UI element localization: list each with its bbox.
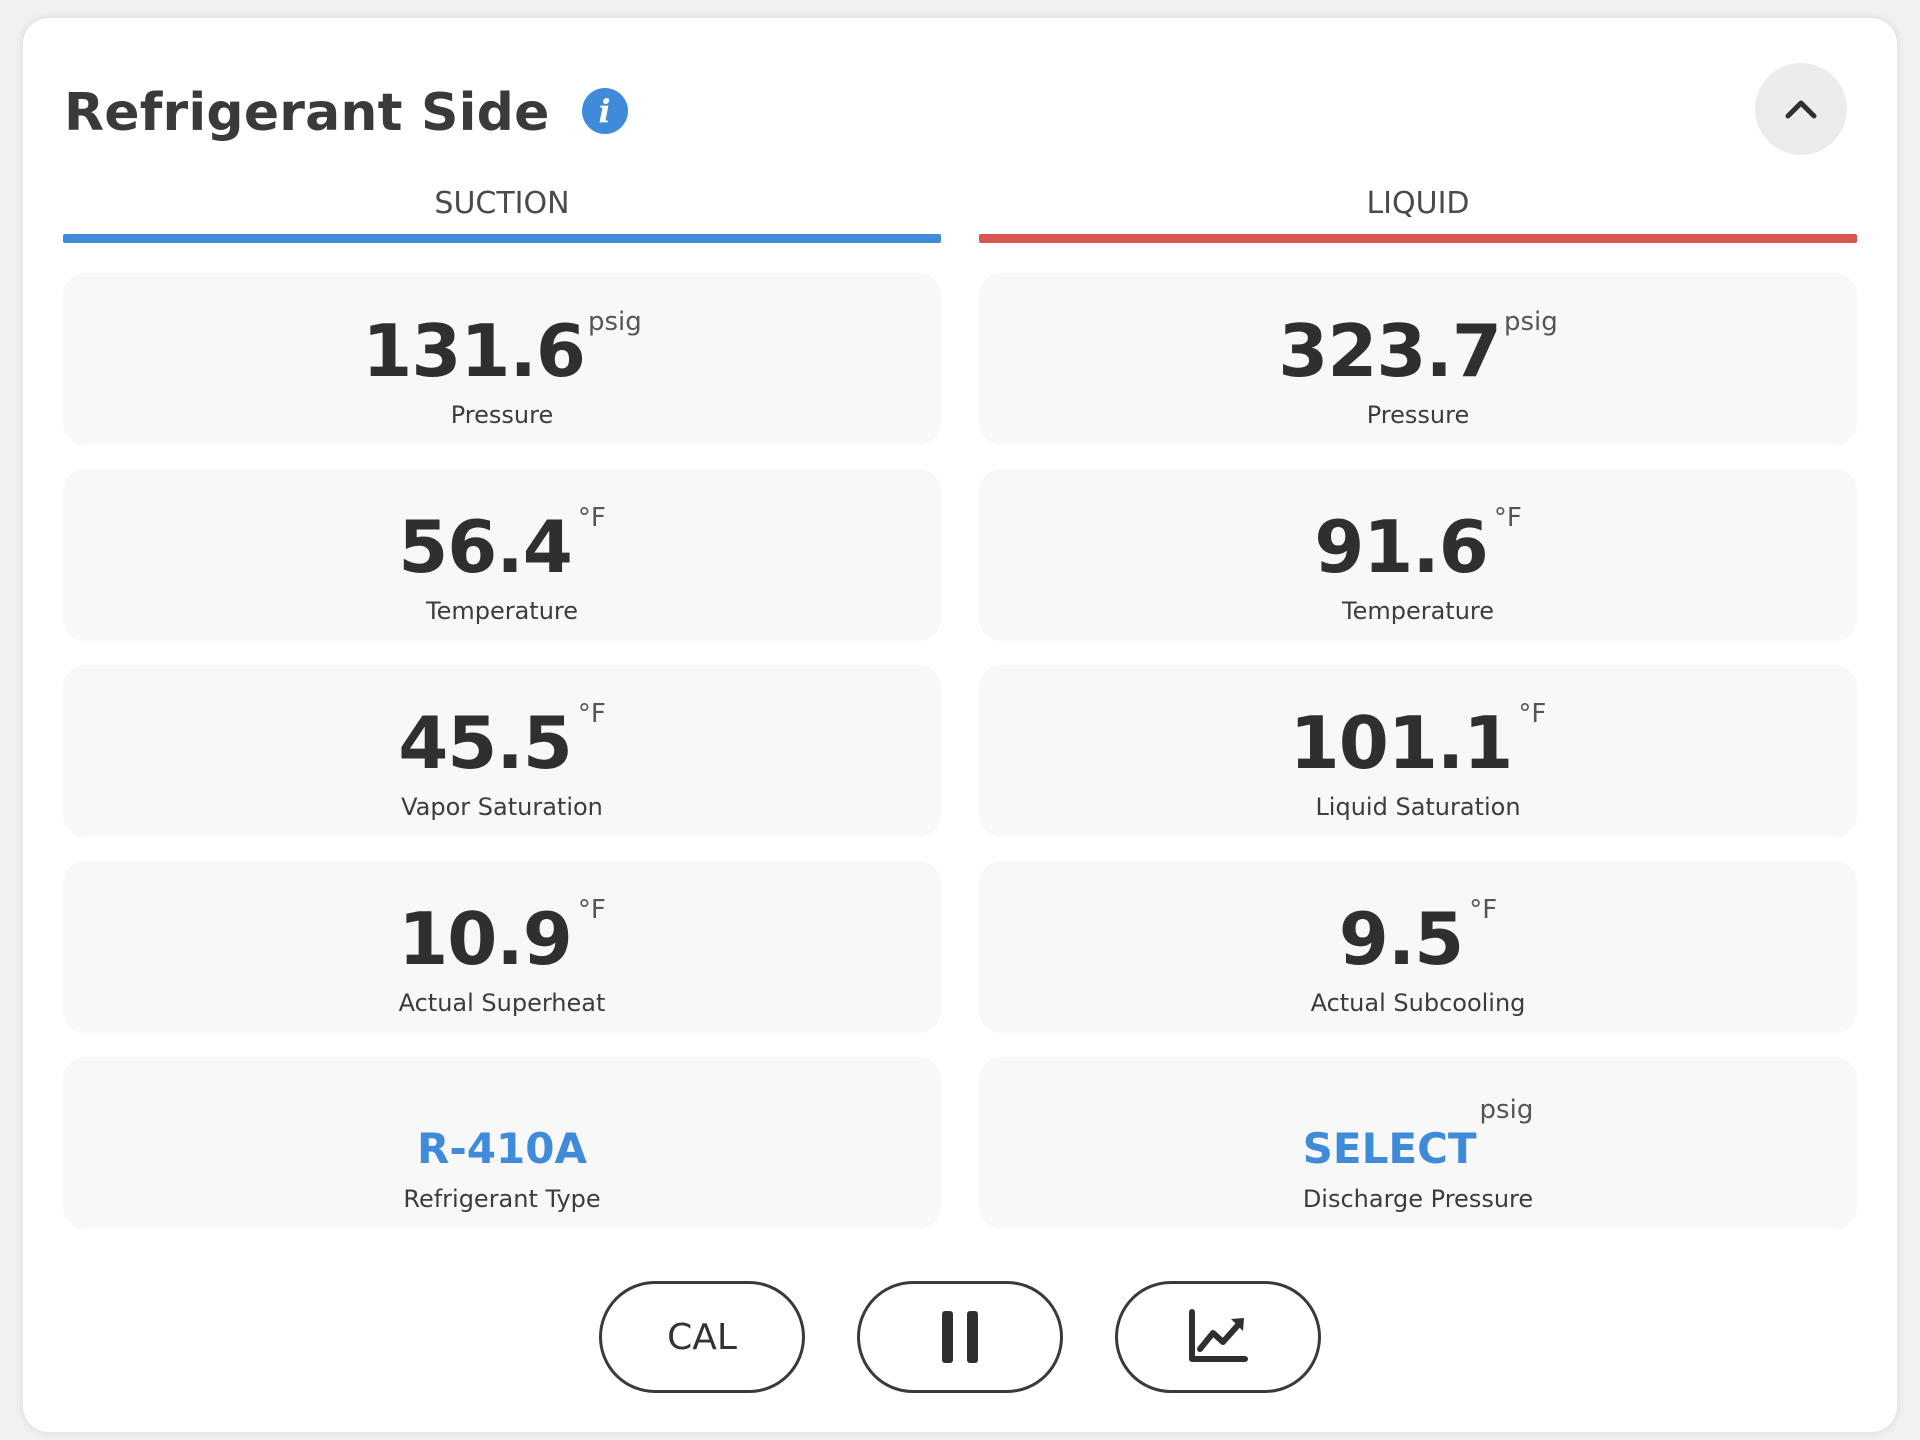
suction-accent-bar <box>63 234 941 243</box>
vapor-saturation-label: Vapor Saturation <box>401 793 603 821</box>
actual-subcooling-label: Actual Subcooling <box>1310 989 1526 1017</box>
liquid-temperature-card[interactable]: 91.6 °F Temperature <box>979 469 1857 641</box>
liquid-temperature-unit: °F <box>1493 503 1522 533</box>
action-toolbar: CAL <box>23 1281 1897 1393</box>
chart-icon <box>1189 1309 1248 1362</box>
liquid-accent-bar <box>979 234 1857 243</box>
actual-subcooling-value: 9.5 <box>1338 897 1465 981</box>
actual-superheat-label: Actual Superheat <box>398 989 606 1017</box>
chart-button[interactable] <box>1115 1281 1321 1393</box>
suction-column: SUCTION 131.6 psig Pressure 56.4 °F Temper… <box>63 181 941 1229</box>
refrigerant-type-card[interactable]: R-410A Refrigerant Type <box>63 1057 941 1229</box>
suction-pressure-label: Pressure <box>450 401 554 429</box>
suction-pressure-card[interactable]: 131.6 psig Pressure <box>63 273 941 445</box>
actual-subcooling-card[interactable]: 9.5 °F Actual Subcooling <box>979 861 1857 1033</box>
suction-temperature-label: Temperature <box>425 597 579 625</box>
chevron-up-icon <box>1785 100 1817 119</box>
actual-superheat-value: 10.9 <box>398 897 573 981</box>
actual-superheat-unit: °F <box>577 895 606 925</box>
collapse-button[interactable] <box>1755 63 1847 155</box>
actual-superheat-card[interactable]: 10.9 °F Actual Superheat <box>63 861 941 1033</box>
liquid-saturation-card[interactable]: 101.1 °F Liquid Saturation <box>979 665 1857 837</box>
actual-subcooling-unit: °F <box>1469 895 1498 925</box>
suction-heading[interactable]: SUCTION <box>434 186 570 221</box>
liquid-pressure-label: Pressure <box>1366 401 1470 429</box>
discharge-pressure-card[interactable]: SELECTpsig Discharge Pressure <box>979 1057 1857 1229</box>
discharge-pressure-label: Discharge Pressure <box>1302 1185 1534 1213</box>
suction-temperature-card[interactable]: 56.4 °F Temperature <box>63 469 941 641</box>
liquid-pressure-card[interactable]: 323.7 psig Pressure <box>979 273 1857 445</box>
suction-temperature-value: 56.4 <box>398 505 573 589</box>
liquid-saturation-label: Liquid Saturation <box>1315 793 1521 821</box>
discharge-pressure-select[interactable]: SELECT <box>1302 1124 1477 1173</box>
refrigerant-type-link[interactable]: R-410A <box>417 1124 587 1173</box>
suction-temperature-unit: °F <box>577 503 606 533</box>
cal-button[interactable]: CAL <box>599 1281 805 1393</box>
vapor-saturation-value: 45.5 <box>398 701 573 785</box>
liquid-temperature-label: Temperature <box>1341 597 1495 625</box>
refrigerant-side-panel: Refrigerant Side i SUCTION 131.6 psig Pre… <box>23 18 1897 1432</box>
liquid-saturation-unit: °F <box>1518 699 1547 729</box>
refrigerant-type-label: Refrigerant Type <box>403 1185 601 1213</box>
discharge-pressure-unit: psig <box>1479 1095 1534 1125</box>
liquid-temperature-value: 91.6 <box>1314 505 1489 589</box>
vapor-saturation-card[interactable]: 45.5 °F Vapor Saturation <box>63 665 941 837</box>
liquid-saturation-value: 101.1 <box>1289 701 1514 785</box>
info-icon[interactable]: i <box>581 88 628 134</box>
cal-button-label: CAL <box>667 1316 737 1358</box>
pause-icon <box>942 1311 978 1363</box>
panel-header: Refrigerant Side i <box>64 68 628 158</box>
liquid-pressure-unit: psig <box>1503 307 1558 337</box>
liquid-pressure-value: 323.7 <box>1278 309 1502 393</box>
suction-pressure-value: 131.6 <box>362 309 586 393</box>
pause-button[interactable] <box>857 1281 1063 1393</box>
suction-pressure-unit: psig <box>587 307 642 337</box>
panel-title: Refrigerant Side <box>64 83 550 143</box>
vapor-saturation-unit: °F <box>577 699 606 729</box>
liquid-heading[interactable]: LIQUID <box>1366 186 1470 221</box>
liquid-column: LIQUID 323.7 psig Pressure 91.6 °F Tempera… <box>979 181 1857 1229</box>
